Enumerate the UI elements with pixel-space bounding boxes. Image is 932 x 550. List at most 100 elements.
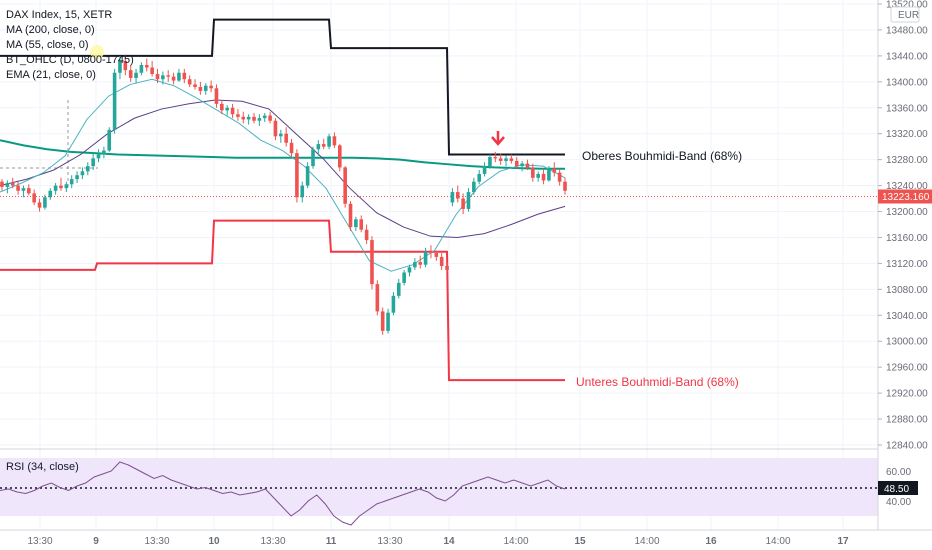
price-tick-label: 12960.00	[886, 363, 928, 374]
candle-body	[91, 158, 95, 167]
bt-ohlc-high-line	[0, 18, 565, 156]
legend-ema21[interactable]: EMA (21, close, 0)	[6, 69, 96, 81]
legend-ma55[interactable]: MA (55, close, 0)	[6, 39, 89, 51]
price-axis[interactable]: 13520.00 13480.00 13440.00 13400.00 13360.00…	[878, 0, 928, 452]
bt-ohlc-low-line	[0, 219, 565, 382]
candle-body	[488, 157, 492, 167]
time-tick-label: 10	[208, 536, 220, 547]
candle-body	[520, 163, 524, 167]
candle-body	[59, 185, 63, 189]
candle-body	[252, 116, 256, 121]
candle-body	[155, 74, 160, 80]
time-tick-label: 9	[93, 536, 99, 547]
candle-body	[327, 136, 331, 147]
legend-bt-ohlc[interactable]: BT_OHLC (D, 0800-1745)	[6, 54, 134, 66]
price-tick-label: 13040.00	[886, 311, 928, 322]
candle-body	[418, 262, 423, 265]
price-tick-label: 13360.00	[886, 103, 928, 114]
cursor-highlight	[90, 45, 104, 59]
price-tick-label: 13200.00	[886, 207, 928, 218]
rsi-legend[interactable]: RSI (34, close)	[6, 461, 79, 473]
candle-body	[547, 168, 551, 181]
candle-body	[177, 72, 181, 81]
candle-body	[273, 120, 278, 137]
price-tick-label: 13440.00	[886, 51, 928, 62]
candle-body	[118, 61, 122, 73]
rsi-value-badge: 48.50	[878, 481, 918, 495]
candle-body	[305, 166, 310, 186]
legend-title: DAX Index, 15, XETR	[6, 9, 113, 21]
time-tick-label: 14:00	[634, 536, 659, 547]
rsi-band	[0, 458, 878, 516]
candle-body	[514, 160, 519, 167]
candle-body	[311, 149, 315, 167]
candle-body	[472, 181, 476, 193]
candle-body	[214, 88, 219, 104]
candle-body	[541, 173, 546, 181]
candle-body	[552, 168, 557, 173]
rsi-tick-60: 60.00	[886, 467, 911, 478]
currency-box[interactable]	[890, 6, 920, 23]
time-tick-label: 16	[705, 536, 717, 547]
candle-body	[230, 107, 235, 115]
candle-body	[236, 114, 240, 117]
candle-body	[187, 79, 192, 85]
candle-body	[289, 142, 294, 154]
candle-body	[391, 295, 396, 313]
candle-body	[0, 181, 4, 187]
candle-body	[10, 182, 15, 186]
candle-body	[246, 116, 251, 120]
candle-body	[504, 158, 508, 161]
candle-body	[359, 219, 364, 230]
time-gridlines	[39, 0, 844, 530]
candle-body	[241, 116, 246, 120]
price-gridlines	[0, 3, 878, 446]
candle-body	[321, 144, 326, 147]
price-tick-label: 13240.00	[886, 181, 928, 192]
rsi-tick-40: 40.00	[886, 497, 911, 508]
time-tick-label: 14	[443, 536, 455, 547]
candle-body	[107, 129, 112, 151]
candle-body	[268, 115, 272, 121]
candle-body	[375, 284, 380, 312]
candle-body	[262, 115, 267, 119]
price-tick-label: 13320.00	[886, 129, 928, 140]
candle-body	[171, 76, 176, 81]
candle-body	[96, 154, 101, 159]
candle-body	[493, 157, 498, 159]
candle-body	[166, 75, 171, 77]
candle-body	[461, 198, 465, 209]
time-axis[interactable]: 13:30 9 13:30 10 13:30 11 13:30 14 14:00 15 14:00 1…	[27, 536, 849, 547]
candle-body	[198, 87, 203, 91]
candlestick-series	[0, 54, 567, 335]
candle-body	[225, 107, 229, 111]
time-tick-label: 14:00	[503, 536, 528, 547]
candle-body	[144, 64, 149, 68]
candle-body	[279, 133, 283, 137]
candle-body	[257, 118, 262, 121]
candle-body	[64, 184, 69, 189]
candle-body	[364, 229, 369, 241]
candle-body	[338, 145, 342, 168]
ema21-line	[0, 78, 566, 272]
legend-ma200[interactable]: MA (200, close, 0)	[6, 24, 95, 36]
candle-body	[43, 197, 47, 208]
time-tick-label: 14:00	[765, 536, 790, 547]
currency-label: EUR	[898, 10, 919, 21]
candle-body	[434, 253, 439, 257]
candle-body	[531, 167, 535, 178]
candle-body	[5, 182, 10, 187]
time-tick-label: 13:30	[144, 536, 169, 547]
price-tick-label: 13120.00	[886, 259, 928, 270]
candle-body	[370, 240, 374, 285]
candle-body	[536, 173, 540, 178]
candle-body	[332, 136, 337, 146]
rsi-line	[0, 461, 566, 526]
candle-body	[182, 72, 187, 80]
time-tick-label: 13:30	[377, 536, 402, 547]
candle-body	[85, 166, 90, 172]
candle-body	[112, 72, 117, 130]
price-tick-label: 13000.00	[886, 337, 928, 348]
candle-body	[193, 84, 197, 88]
